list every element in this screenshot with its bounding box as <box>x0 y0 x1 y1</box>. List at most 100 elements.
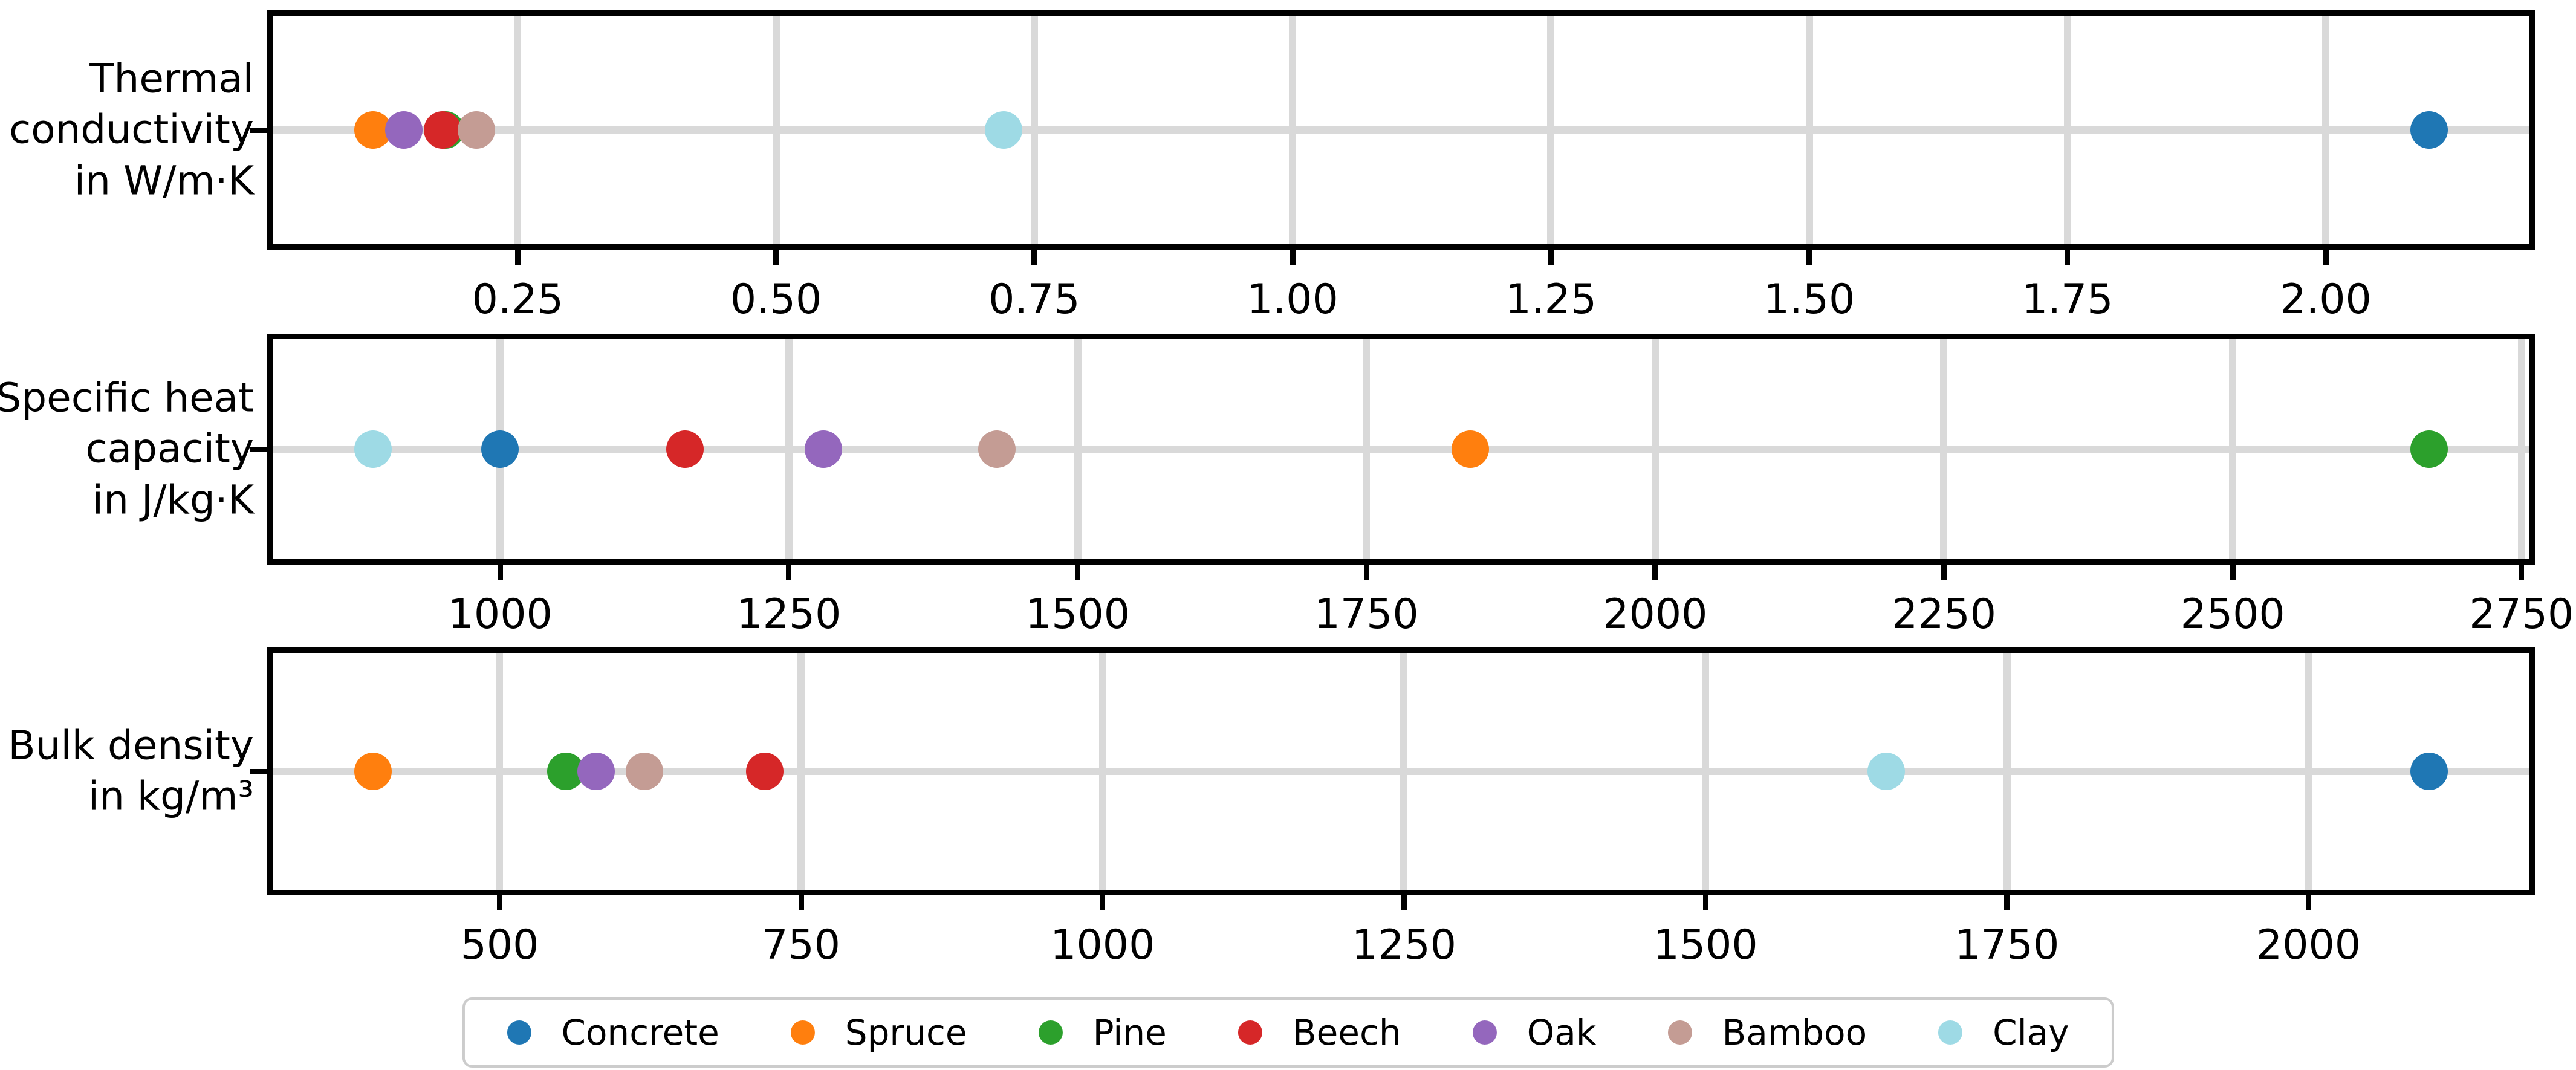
x-tick <box>1031 248 1037 265</box>
legend-label: Beech <box>1292 1012 1401 1053</box>
data-point-bamboo <box>457 111 495 149</box>
x-tick <box>1548 248 1554 265</box>
x-tick-label: 2.00 <box>2280 276 2372 323</box>
data-point-spruce <box>354 753 392 790</box>
y-axis-label-line: in W/m·K <box>74 157 254 204</box>
x-tick <box>798 893 804 910</box>
x-tick-label: 2000 <box>1603 591 1708 638</box>
x-tick-label: 2500 <box>2180 591 2285 638</box>
x-tick-label: 1.75 <box>2022 276 2114 323</box>
plot-border <box>267 334 2535 565</box>
x-tick-label: 0.75 <box>988 276 1080 323</box>
x-tick <box>1652 563 1658 580</box>
legend-swatch-clay <box>1938 1020 1963 1045</box>
x-tick <box>1075 563 1081 580</box>
x-tick <box>1100 893 1106 910</box>
y-tick <box>250 768 267 774</box>
legend: Concrete Spruce Pine Beech Oak Bamboo Clay <box>462 997 2114 1068</box>
x-tick <box>514 248 521 265</box>
legend-item-oak: Oak <box>1472 1012 1597 1053</box>
x-tick-label: 2000 <box>2256 921 2361 969</box>
legend-label: Clay <box>1993 1012 2069 1053</box>
x-tick-label: 2750 <box>2469 591 2574 638</box>
x-tick <box>1941 563 1947 580</box>
x-tick <box>773 248 779 265</box>
x-tick <box>1290 248 1296 265</box>
plot-border <box>267 647 2535 895</box>
x-tick <box>2305 893 2311 910</box>
y-axis-label-line: Bulk density <box>8 722 254 769</box>
legend-label: Bamboo <box>1722 1012 1867 1053</box>
data-point-oak <box>805 430 843 468</box>
x-tick <box>2323 248 2329 265</box>
x-tick-label: 750 <box>762 921 841 969</box>
legend-item-pine: Pine <box>1038 1012 1167 1053</box>
data-point-clay <box>1867 753 1906 790</box>
x-tick-label: 1500 <box>1653 921 1758 969</box>
legend-item-clay: Clay <box>1938 1012 2069 1053</box>
y-axis-label-line: Thermal <box>89 55 254 102</box>
x-tick-label: 2250 <box>1891 591 1997 638</box>
x-tick-label: 1250 <box>1351 921 1457 969</box>
x-tick-label: 500 <box>460 921 539 969</box>
x-tick <box>2004 893 2010 910</box>
data-point-clay <box>354 430 392 468</box>
gridline-h <box>270 126 2532 134</box>
legend-item-beech: Beech <box>1238 1012 1401 1053</box>
y-axis-label-line: conductivity <box>8 106 254 153</box>
x-tick-label: 1.50 <box>1763 276 1855 323</box>
y-axis-label-line: in kg/m³ <box>88 773 254 820</box>
x-tick <box>786 563 792 580</box>
legend-label: Spruce <box>845 1012 967 1053</box>
x-tick <box>2230 563 2236 580</box>
data-point-concrete <box>2410 753 2448 790</box>
legend-swatch-oak <box>1472 1020 1497 1045</box>
x-tick <box>496 893 502 910</box>
legend-label: Oak <box>1526 1012 1597 1053</box>
x-tick-label: 0.50 <box>730 276 822 323</box>
y-axis-label-line: capacity <box>85 425 254 472</box>
legend-label: Concrete <box>561 1012 719 1053</box>
data-point-spruce <box>1452 430 1490 468</box>
x-tick-label: 1.00 <box>1247 276 1338 323</box>
legend-item-spruce: Spruce <box>790 1012 967 1053</box>
x-tick <box>1702 893 1708 910</box>
y-axis-label: Specific heat capacity in J/kg·K <box>0 372 254 525</box>
x-tick <box>1401 893 1407 910</box>
legend-swatch-spruce <box>790 1020 815 1045</box>
data-point-beech <box>746 753 784 790</box>
x-tick-label: 0.25 <box>472 276 563 323</box>
data-point-bamboo <box>625 753 663 790</box>
data-point-bamboo <box>978 430 1016 468</box>
y-axis-label-line: in J/kg·K <box>92 476 254 524</box>
legend-swatch-bamboo <box>1667 1020 1692 1045</box>
data-point-beech <box>423 111 461 149</box>
x-tick <box>2065 248 2071 265</box>
data-point-oak <box>577 753 615 790</box>
legend-item-concrete: Concrete <box>507 1012 719 1053</box>
data-point-concrete <box>2410 111 2448 149</box>
data-point-concrete <box>481 430 519 468</box>
x-tick <box>497 563 503 580</box>
data-point-oak <box>385 111 423 149</box>
x-tick <box>1806 248 1812 265</box>
data-point-clay <box>984 111 1022 149</box>
y-tick <box>250 446 267 452</box>
x-tick <box>2519 563 2525 580</box>
y-axis-label: Thermal conductivity in W/m·K <box>9 53 254 206</box>
x-tick <box>1363 563 1369 580</box>
x-tick-label: 1500 <box>1025 591 1131 638</box>
data-point-beech <box>666 430 704 468</box>
gridline-h <box>270 768 2532 775</box>
legend-swatch-pine <box>1038 1020 1063 1045</box>
legend-item-bamboo: Bamboo <box>1667 1012 1867 1053</box>
x-tick-label: 1000 <box>1050 921 1155 969</box>
y-tick <box>250 127 267 133</box>
x-tick-label: 1000 <box>447 591 553 638</box>
y-axis-label-line: Specific heat <box>0 374 254 421</box>
x-tick-label: 1.25 <box>1505 276 1597 323</box>
